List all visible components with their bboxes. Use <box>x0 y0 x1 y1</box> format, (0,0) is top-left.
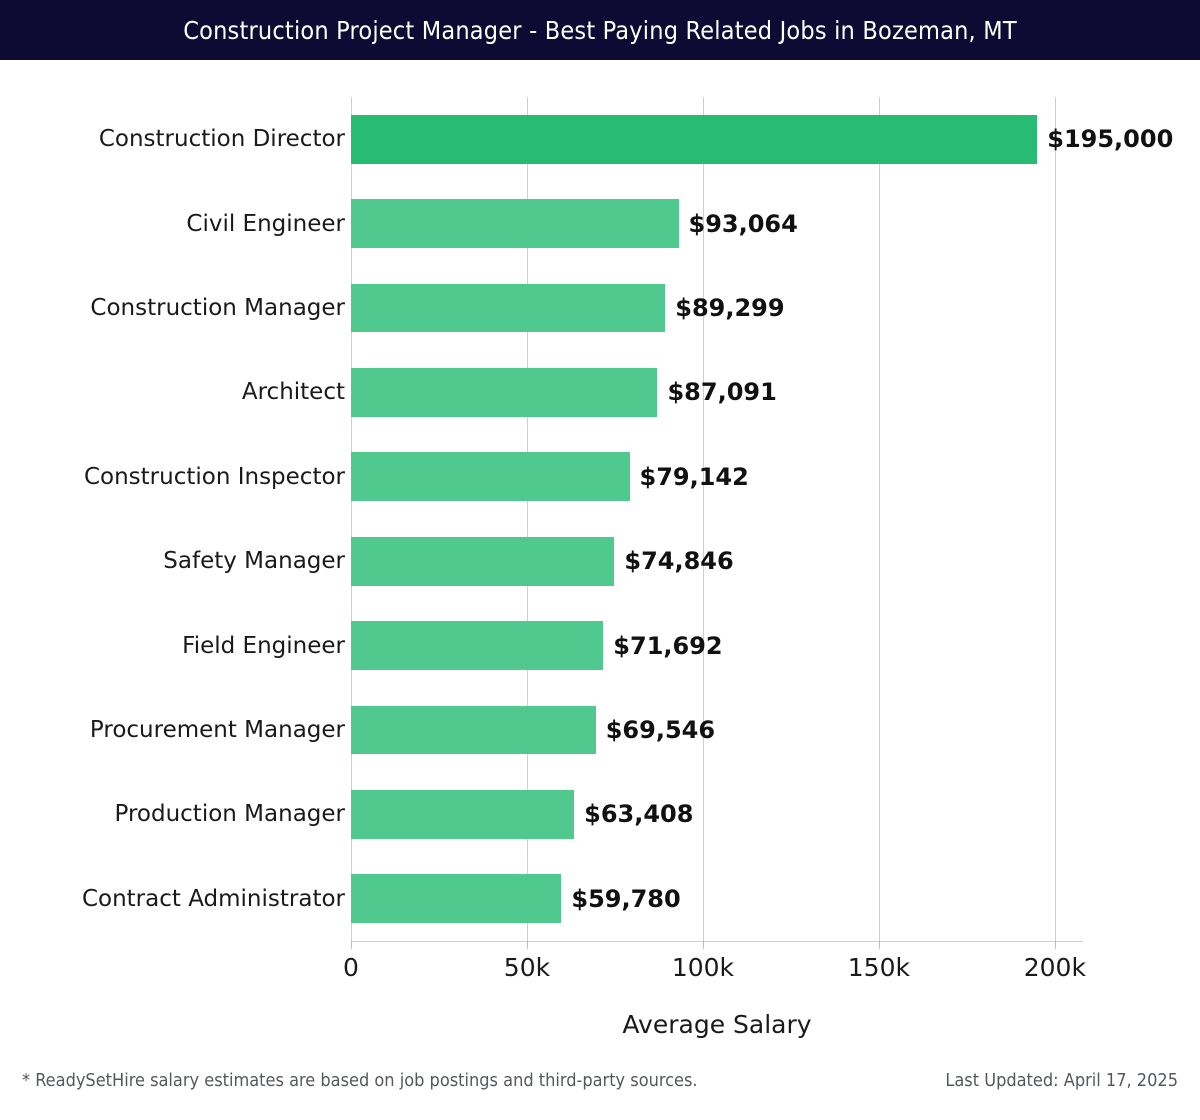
bar-value-label: $69,546 <box>605 715 716 744</box>
bar[interactable] <box>351 621 604 671</box>
x-axis-tick-label: 100k <box>671 953 735 982</box>
x-axis-tick <box>1054 941 1056 949</box>
category-label-text: Construction Manager <box>90 294 345 321</box>
bar[interactable] <box>351 283 666 333</box>
category-label-text: Civil Engineer <box>186 210 345 237</box>
bar[interactable] <box>351 199 679 249</box>
header-bar: Construction Project Manager - Best Payi… <box>0 0 1200 60</box>
x-axis-tick-label: 200k <box>1023 953 1086 982</box>
bar-value-label: $71,692 <box>613 631 723 660</box>
bar-value-label: $59,780 <box>571 884 681 913</box>
bar-row[interactable]: $195,000 <box>351 114 1173 164</box>
y-axis-category-label: Construction Director <box>0 97 345 181</box>
category-label-text: Production Manager <box>114 801 346 828</box>
bar[interactable] <box>351 367 658 417</box>
y-axis-category-label: Architect <box>0 350 345 434</box>
y-axis-category-label: Construction Inspector <box>0 435 345 519</box>
bar[interactable] <box>351 789 575 839</box>
bar[interactable] <box>351 536 615 586</box>
y-axis-category-labels: Construction Director Civil Engineer Const… <box>0 97 345 941</box>
bar-value-label: $87,091 <box>667 378 777 407</box>
x-axis-tick-label: 50k <box>503 953 551 982</box>
x-axis-tick-label: 150k <box>847 953 910 982</box>
category-label-text: Construction Inspector <box>83 463 345 490</box>
y-axis-category-label: Procurement Manager <box>0 688 345 772</box>
x-axis-tick-label: 0 <box>343 953 359 982</box>
bar[interactable] <box>351 705 596 755</box>
bar-value-label: $89,299 <box>675 293 785 322</box>
category-label-text: Field Engineer <box>182 632 345 659</box>
bar-row[interactable]: $93,064 <box>351 199 1083 249</box>
x-axis-line <box>351 941 1083 942</box>
gridline <box>1054 97 1056 941</box>
y-axis-category-label: Field Engineer <box>0 603 345 687</box>
footer: * ReadySetHire salary estimates are base… <box>0 1070 1200 1120</box>
category-label-text: Architect <box>241 379 345 406</box>
x-axis-tick <box>526 941 528 949</box>
bar-row[interactable]: $69,546 <box>351 705 1083 755</box>
gridline <box>526 97 528 941</box>
bar-row[interactable]: $89,299 <box>351 283 1083 333</box>
plot-area: 0 50k 100k 150k 200k $195,000 $93,064 $89,299 $… <box>343 97 1173 982</box>
category-label-text: Construction Director <box>98 126 345 153</box>
bar-row[interactable]: $79,142 <box>351 452 1083 502</box>
bar[interactable] <box>351 452 630 502</box>
y-axis-category-label: Production Manager <box>0 772 346 856</box>
bar-chart: Construction Director Civil Engineer Const… <box>0 60 1200 1060</box>
bar-row[interactable]: $63,408 <box>351 789 1083 839</box>
category-label-text: Contract Administrator <box>81 885 345 912</box>
y-axis-category-label: Safety Manager <box>0 519 345 603</box>
bar[interactable] <box>351 874 562 924</box>
bar-row[interactable]: $74,846 <box>351 536 1083 586</box>
gridline <box>702 97 704 941</box>
x-axis-title: Average Salary <box>622 1010 812 1039</box>
bar-value-label: $74,846 <box>624 547 734 576</box>
x-axis-tick <box>351 941 352 949</box>
gridline <box>878 97 880 941</box>
x-axis-tick <box>878 941 880 949</box>
bar-row[interactable]: $71,692 <box>351 621 1083 671</box>
bar-value-label: $63,408 <box>584 800 694 829</box>
category-label-text: Safety Manager <box>163 548 345 575</box>
x-axis-tick <box>702 941 704 949</box>
page-title: Construction Project Manager - Best Payi… <box>183 15 1017 45</box>
y-axis-category-label: Contract Administrator <box>0 857 345 941</box>
bar-value-label: $79,142 <box>639 462 749 491</box>
gridline <box>351 97 352 941</box>
bar-value-label: $93,064 <box>688 209 798 238</box>
bar[interactable] <box>351 114 1038 164</box>
category-label-text: Procurement Manager <box>89 716 345 743</box>
footer-disclaimer: * ReadySetHire salary estimates are base… <box>22 1070 698 1091</box>
footer-last-updated: Last Updated: April 17, 2025 <box>945 1070 1178 1091</box>
y-axis-category-label: Construction Manager <box>0 266 345 350</box>
bar-row[interactable]: $87,091 <box>351 367 1083 417</box>
bar-value-label: $195,000 <box>1047 125 1174 154</box>
y-axis-category-label: Civil Engineer <box>0 181 345 265</box>
bar-row[interactable]: $59,780 <box>351 874 1083 924</box>
